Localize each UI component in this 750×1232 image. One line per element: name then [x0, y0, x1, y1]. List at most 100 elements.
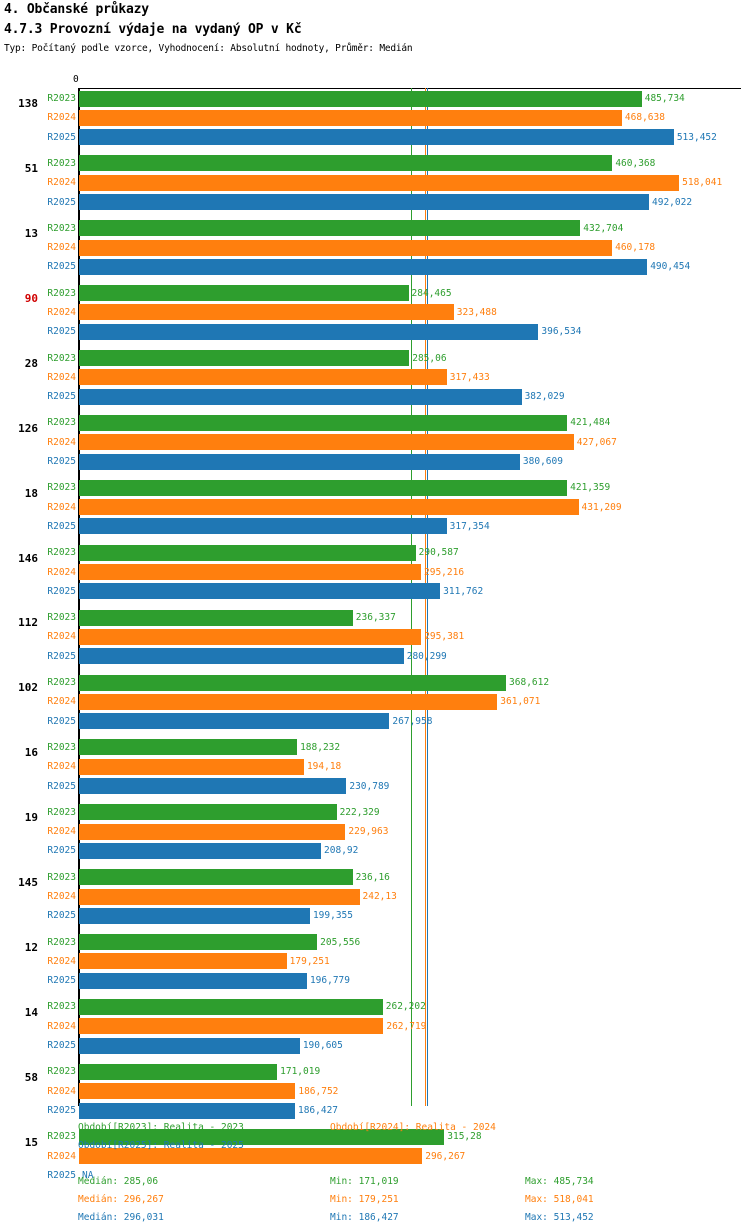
bar-row: R2023 222,329: [0, 803, 750, 822]
bar[interactable]: [79, 518, 447, 535]
bar-value-label: 242,13: [362, 891, 397, 902]
series-label: R2024: [47, 891, 76, 902]
bar[interactable]: [79, 350, 410, 367]
bar[interactable]: [79, 842, 322, 859]
legend-series-label: Období[R2024]: Realita - 2024: [330, 1122, 496, 1133]
bar[interactable]: [79, 953, 287, 970]
series-label: R2025: [47, 650, 76, 662]
bar-row: R2024 295,216: [0, 563, 750, 582]
bar[interactable]: [79, 109, 622, 126]
chart-meta: Typ: Počítaný podle vzorce, Vyhodnocení:…: [4, 43, 413, 54]
bar[interactable]: [79, 285, 409, 302]
bar[interactable]: [79, 1128, 445, 1145]
bar[interactable]: [79, 713, 390, 730]
series-label: R2025: [47, 196, 76, 208]
bar-value-label: 262,202: [385, 1001, 426, 1013]
bar[interactable]: [79, 499, 579, 516]
bar-group: 28 R2023 285,06 R2024 317,433 R2025 382,029: [0, 349, 750, 407]
bar[interactable]: [79, 1037, 300, 1054]
bar[interactable]: [79, 155, 613, 172]
bar[interactable]: [79, 888, 360, 905]
bar[interactable]: [79, 907, 310, 924]
bar-group-label: 14: [24, 1005, 38, 1019]
bar[interactable]: [79, 434, 574, 451]
bar[interactable]: [79, 869, 353, 886]
series-label: R2025: [47, 715, 76, 727]
bar-row: R2024 296,267: [0, 1147, 750, 1166]
bar-group: 13 R2023 432,704 R2024 460,178 R2025 490,454: [0, 219, 750, 277]
bar[interactable]: [79, 414, 568, 431]
bar[interactable]: [79, 1083, 296, 1100]
bar[interactable]: [79, 693, 498, 710]
bar-group: 146 R2023 290,587 R2024 295,216 R2025 311,762: [0, 543, 750, 601]
bar[interactable]: [79, 304, 454, 321]
series-label: R2024: [47, 761, 76, 773]
bar[interactable]: [79, 804, 337, 821]
bar[interactable]: [79, 583, 441, 600]
bar-row: R2024 242,13: [0, 887, 750, 906]
series-label: R2024: [47, 1085, 76, 1097]
plot-area: 0 138 R2023 485,734 R2024 468,638 R2025 513,45…: [0, 74, 750, 1181]
bar[interactable]: [79, 220, 581, 237]
bar[interactable]: [79, 674, 507, 691]
bar[interactable]: [79, 609, 353, 626]
bar[interactable]: [79, 129, 674, 146]
series-label: R2025: [47, 456, 76, 468]
bar[interactable]: [79, 1063, 278, 1080]
bar[interactable]: [79, 174, 680, 191]
bar[interactable]: [79, 564, 421, 581]
bar[interactable]: [79, 998, 383, 1015]
bar[interactable]: [79, 90, 642, 107]
bar-group-label: 15: [24, 1135, 38, 1149]
bar-row: R2024 317,433: [0, 368, 750, 387]
bar-row: R2023 368,612: [0, 673, 750, 692]
bar-value-label: NA: [82, 1169, 94, 1181]
bar[interactable]: [79, 778, 347, 795]
bar[interactable]: [79, 1148, 423, 1165]
series-label: R2024: [47, 955, 76, 967]
series-label: R2023: [47, 222, 76, 234]
bar-group: 16 R2023 188,232 R2024 194,18 R2025 230,789: [0, 738, 750, 796]
bar-row: R2024 460,178: [0, 238, 750, 257]
bar[interactable]: [79, 369, 447, 386]
bar[interactable]: [79, 258, 648, 275]
bar-group-label: 58: [24, 1070, 38, 1084]
bar[interactable]: [79, 544, 416, 561]
bar[interactable]: [79, 479, 568, 496]
bar-value-label: 323,488: [456, 306, 497, 318]
bar[interactable]: [79, 194, 649, 211]
bar[interactable]: [79, 1018, 384, 1035]
bar[interactable]: [79, 972, 307, 989]
bar[interactable]: [79, 1102, 295, 1119]
stat-min: Min: 186,427: [330, 1212, 399, 1223]
series-label: R2024: [47, 177, 76, 189]
bar-value-label: 280,299: [406, 650, 447, 662]
bar-group: 145 R2023 236,16 R2024 242,13 R2025 199,355: [0, 868, 750, 926]
bar-row: R2023 460,368: [0, 154, 750, 173]
bar[interactable]: [79, 453, 520, 470]
series-label: R2025: [47, 520, 76, 532]
bar-row: R2025 396,534: [0, 322, 750, 341]
bar-group-label: 138: [18, 97, 38, 111]
bar[interactable]: [79, 628, 422, 645]
bar[interactable]: [79, 823, 346, 840]
bar-value-label: 361,071: [500, 696, 541, 708]
series-label: R2025: [47, 261, 76, 273]
bar-row: R2023 262,202: [0, 997, 750, 1016]
bar-group-label: 18: [24, 486, 38, 500]
bar-value-label: 315,28: [447, 1131, 482, 1143]
bar-value-label: 513,452: [676, 131, 717, 143]
bar-row: R2023 485,734: [0, 89, 750, 108]
bar-row: R2024 518,041: [0, 173, 750, 192]
bar-row: R2025 513,452: [0, 128, 750, 147]
bar-row: R2025 280,299: [0, 647, 750, 666]
series-label: R2025: [47, 326, 76, 338]
bar[interactable]: [79, 758, 304, 775]
bar[interactable]: [79, 739, 298, 756]
bar[interactable]: [79, 239, 613, 256]
bar[interactable]: [79, 648, 404, 665]
bar[interactable]: [79, 934, 318, 951]
bar[interactable]: [79, 323, 539, 340]
bar-value-label: 490,454: [650, 261, 691, 273]
bar[interactable]: [79, 388, 522, 405]
